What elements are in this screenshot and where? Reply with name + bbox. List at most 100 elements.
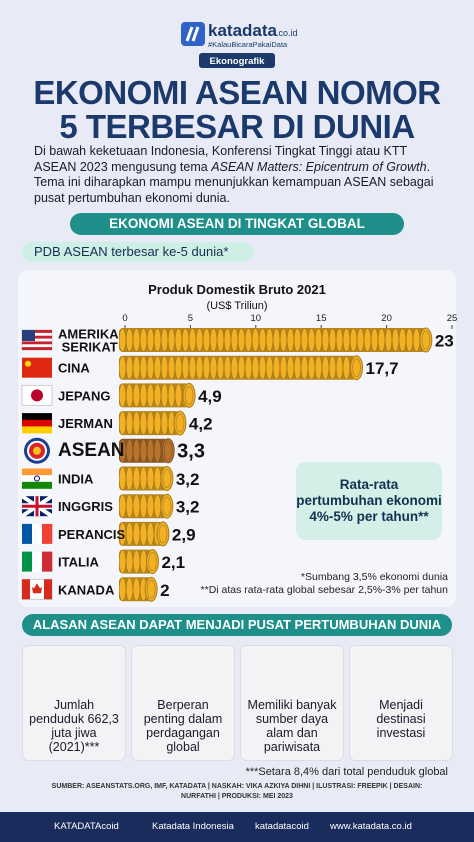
bar-end-face	[146, 579, 156, 599]
bar	[119, 521, 163, 546]
section-header: EKONOMI ASEAN DI TINGKAT GLOBAL	[70, 213, 404, 235]
label-pill	[199, 53, 275, 68]
flag	[33, 446, 41, 455]
bar-end-face	[162, 469, 172, 488]
flag	[22, 426, 52, 434]
logo-mark	[185, 26, 200, 42]
section-header: ALASAN ASEAN DAPAT MENJADI PUSAT PERTUMB…	[22, 614, 452, 636]
category-label: CINA	[58, 361, 90, 376]
flag	[42, 551, 53, 572]
bar-end-face	[158, 524, 168, 544]
footer-handle: katadatacoid	[255, 821, 309, 832]
footnote: **Di atas rata-rata global sebesar 2,5%-…	[200, 584, 448, 596]
bar	[119, 577, 152, 602]
value-label: 17,7	[366, 359, 399, 378]
value-label: 4,9	[198, 387, 222, 406]
value-label: 2,9	[172, 525, 196, 544]
reason-text: Memiliki banyak sumber daya alam dan par…	[247, 698, 337, 754]
value-label: 3,2	[176, 470, 200, 489]
bar-end-face	[352, 358, 362, 378]
bar	[119, 494, 167, 519]
footnote: ***Setara 8,4% dari total penduduk globa…	[245, 766, 448, 778]
flag	[32, 583, 42, 594]
x-tick-label: 10	[251, 313, 262, 324]
intro-theme: ASEAN Matters: Epicentrum of Growth	[211, 159, 427, 174]
brand: katadata	[208, 21, 278, 40]
value-label: 3,2	[176, 498, 200, 517]
x-tick-label: 15	[316, 313, 327, 324]
callout: Rata-rata pertumbuhan ekonomi 4%-5% per …	[296, 462, 442, 540]
x-tick-label: 5	[188, 313, 193, 324]
category-label: KANADA	[58, 582, 115, 597]
footer-handle: KATADATAcoid	[54, 821, 119, 832]
category-label: INDIA	[58, 472, 94, 487]
category-label: JEPANG	[58, 388, 111, 403]
tagline: #KalauBicaraPakaiData	[208, 40, 288, 49]
intro-text: Di bawah keketuaan Indonesia, Konferensi…	[34, 144, 407, 174]
flag	[22, 523, 33, 544]
category-label: PERANCIS	[58, 527, 126, 542]
flag	[22, 475, 52, 483]
bar-end-face	[184, 385, 194, 405]
bar	[119, 328, 426, 352]
reason-card: Memiliki banyak sumber daya alam dan par…	[240, 645, 344, 761]
category-label: JERMAN	[58, 416, 113, 431]
flag	[22, 341, 52, 345]
flag	[22, 330, 35, 341]
value-label: 23	[435, 332, 454, 351]
category-label: AMERIKA SERIKAT	[58, 327, 119, 355]
flag	[42, 523, 53, 544]
credits: SUMBER: ASEANSTATS.ORG, IMF, KATADATA | …	[51, 783, 423, 800]
reason-text: Berperan penting dalam perdagangan globa…	[143, 698, 223, 754]
value-label: 3,3	[177, 440, 205, 462]
flag	[22, 335, 52, 339]
bar	[119, 549, 153, 574]
chart-panel	[18, 270, 456, 607]
flag	[22, 419, 52, 427]
reason-text: Menjadi destinasi investasi	[376, 698, 426, 740]
footer-handle: www.katadata.co.id	[330, 821, 412, 832]
category-label: ASEAN	[58, 440, 125, 461]
category-label: INGGRIS	[58, 499, 113, 514]
intro-text: . Tema ini diharapkan mampu menunjukkan …	[34, 159, 434, 205]
bar-end-face	[162, 496, 172, 516]
bar	[119, 355, 357, 380]
footnote: *Sumbang 3,5% ekonomi dunia	[300, 571, 448, 583]
value-label: 2	[160, 581, 169, 600]
category-label: ITALIA	[58, 555, 100, 570]
flag	[22, 468, 52, 476]
reason-card: Jumlah penduduk 662,3 juta jiwa (2021)**…	[22, 645, 126, 761]
value-label: 4,2	[189, 415, 213, 434]
flag	[22, 357, 52, 378]
bar-end-face	[421, 330, 431, 350]
flag	[32, 551, 43, 572]
x-tick-label: 25	[447, 313, 458, 324]
logo-icon	[181, 22, 205, 46]
bar	[119, 383, 190, 408]
reason-card: Berperan penting dalam perdagangan globa…	[131, 645, 235, 761]
title-line: 5 TERBESAR DI DUNIA	[59, 108, 415, 145]
intro: Di bawah keketuaan Indonesia, Konferensi…	[34, 144, 440, 206]
flag	[22, 496, 52, 517]
flag	[22, 330, 52, 333]
title-line: EKONOMI ASEAN NOMOR	[33, 74, 441, 111]
callout-text: Rata-rata pertumbuhan ekonomi 4%-5% per …	[296, 477, 442, 524]
subsection-header: PDB ASEAN terbesar ke-5 dunia*	[22, 242, 254, 262]
bar-end-face	[175, 413, 185, 433]
footer-handle: Katadata Indonesia	[152, 821, 234, 832]
reason-text: Jumlah penduduk 662,3 juta jiwa (2021)**…	[29, 698, 119, 754]
bar	[119, 411, 180, 436]
value-label: 2,1	[161, 553, 185, 572]
footer	[0, 812, 474, 842]
flag	[22, 579, 30, 600]
flag	[22, 413, 52, 421]
flag	[22, 551, 33, 572]
logo: katadata .co.id #KalauBicaraPakaiData Ek…	[181, 21, 298, 68]
chart-title: Produk Domestik Bruto 2021	[148, 282, 326, 297]
flag	[22, 347, 52, 350]
bar-end-face	[147, 552, 157, 572]
reason-card: Menjadi destinasi investasi	[349, 645, 453, 761]
bar-end-face	[163, 441, 173, 461]
flag	[22, 481, 52, 489]
